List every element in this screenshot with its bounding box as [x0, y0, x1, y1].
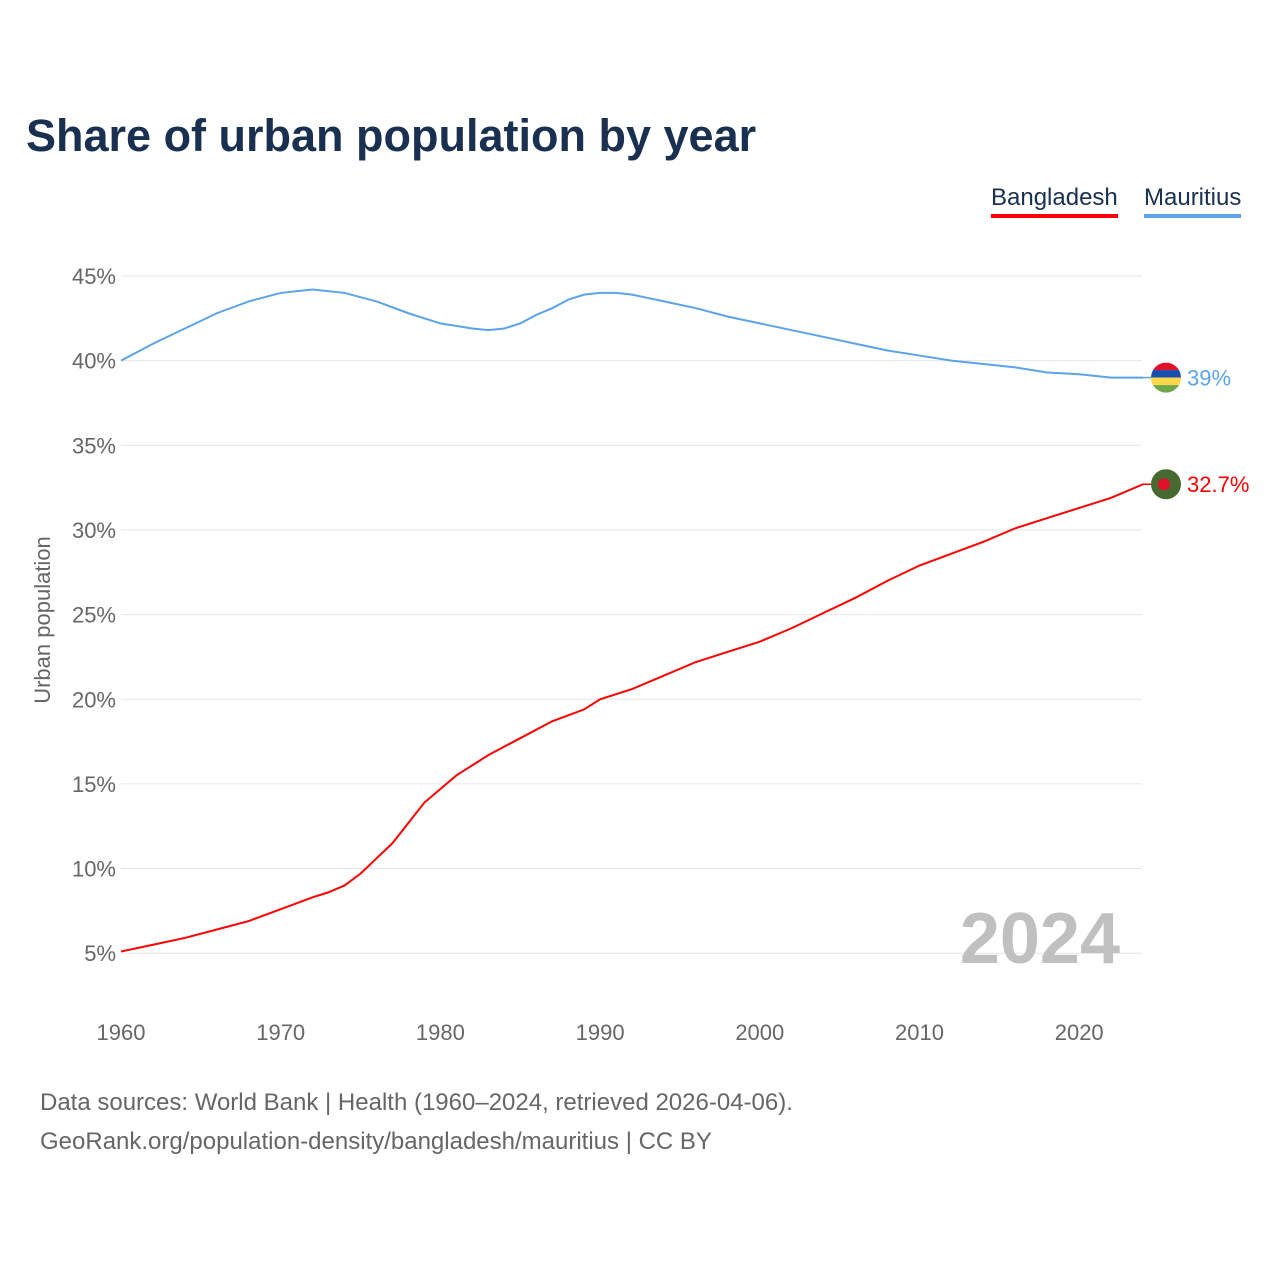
- y-tick-label: 40%: [72, 349, 116, 374]
- y-tick-label: 20%: [72, 687, 116, 712]
- x-tick-label: 1990: [576, 1020, 625, 1045]
- mauritius-flag-icon: [1151, 362, 1181, 393]
- end-value-label: 39%: [1187, 366, 1231, 391]
- flag-disc: [1158, 478, 1170, 491]
- y-tick-label: 35%: [72, 433, 116, 458]
- y-axis-label: Urban population: [30, 536, 55, 704]
- y-tick-label: 15%: [72, 772, 116, 797]
- legend-mauritius[interactable]: Mauritius: [1144, 184, 1242, 218]
- series-line-mauritius: [120, 288, 1144, 379]
- x-tick-label: 2020: [1055, 1020, 1104, 1045]
- x-tick-label: 1980: [416, 1020, 465, 1045]
- footer-link: GeoRank.org/population-density/banglades…: [40, 1128, 712, 1155]
- x-tick-label: 1960: [97, 1020, 146, 1045]
- end-value-label: 32.7%: [1187, 472, 1249, 497]
- legend-bangladesh[interactable]: Bangladesh: [991, 184, 1118, 218]
- series-line-bangladesh: [120, 483, 1144, 953]
- chart-title: Share of urban population by year: [26, 110, 757, 161]
- x-tick-label: 2000: [735, 1020, 784, 1045]
- x-tick-label: 2010: [895, 1020, 944, 1045]
- y-tick-label: 10%: [72, 857, 116, 882]
- x-tick-label: 1970: [256, 1020, 305, 1045]
- y-tick-label: 25%: [72, 603, 116, 628]
- year-watermark: 2024: [960, 899, 1120, 979]
- y-tick-label: 5%: [84, 941, 116, 966]
- y-tick-label: 30%: [72, 518, 116, 543]
- y-tick-label: 45%: [72, 264, 116, 289]
- footer-source: Data sources: World Bank | Health (1960–…: [40, 1089, 793, 1116]
